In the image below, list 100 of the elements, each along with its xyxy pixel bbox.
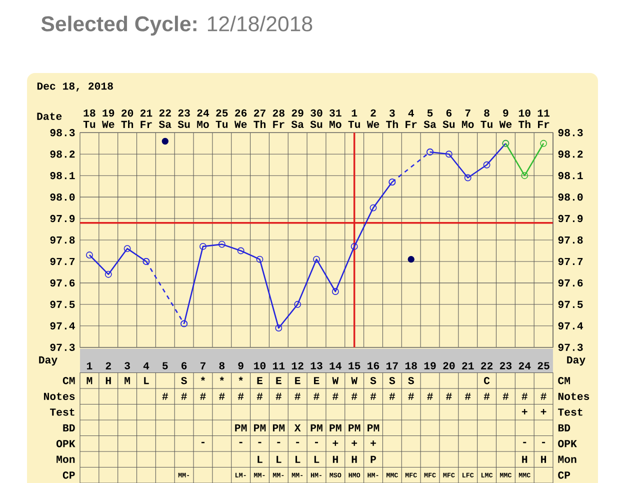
point	[86, 252, 93, 258]
text: -	[201, 442, 204, 444]
text: #	[162, 392, 168, 400]
text: #	[427, 392, 433, 400]
point	[275, 324, 282, 332]
x-tick-label: 31 Mo	[330, 109, 342, 128]
x-tick-label: 18 Tu	[83, 109, 96, 128]
y2-tick-label: 98.2	[558, 150, 583, 158]
text: PM	[310, 424, 322, 432]
point	[218, 240, 226, 248]
text: #	[294, 392, 300, 400]
text: L	[295, 456, 300, 463]
text: #	[446, 392, 452, 400]
text: M	[86, 377, 92, 384]
text: +	[352, 440, 358, 446]
x-tick-label: 26 We	[234, 109, 247, 128]
text: -	[314, 442, 318, 444]
y-tick-label: 98.2	[50, 150, 75, 158]
text: Day	[39, 356, 58, 366]
text: S	[370, 376, 376, 384]
y2-tick-label: OPK	[558, 440, 577, 448]
x-tick-label: 24	[518, 362, 531, 370]
text: M	[124, 377, 130, 384]
text: -	[542, 442, 546, 444]
y-tick-label: 97.7	[50, 258, 75, 266]
x-tick-label: 19 We	[102, 109, 114, 128]
text: #	[332, 392, 338, 400]
y-tick-label: 98.3	[50, 129, 75, 136]
text: H	[352, 456, 357, 463]
text: #	[540, 392, 546, 400]
text: *	[200, 376, 206, 381]
text: S	[181, 376, 187, 384]
y2-tick-label: 97.9	[558, 214, 583, 222]
text: E	[314, 377, 320, 384]
y-tick-label: CM	[62, 376, 75, 384]
x-tick-label: 6 Su	[442, 109, 455, 128]
text: -	[258, 442, 262, 444]
x-tick-label: 20 Th	[121, 109, 134, 128]
text: #	[389, 392, 396, 400]
y-tick-label: Mon	[56, 456, 75, 463]
text: #	[200, 392, 206, 400]
x-tick-label: 4 Fr	[406, 110, 417, 128]
x-tick-label: 17	[386, 362, 398, 370]
x-tick-label: 27 Th	[254, 109, 266, 128]
x-tick-label: 23	[500, 362, 512, 370]
point	[483, 161, 490, 168]
x-tick-label: 16	[368, 362, 380, 370]
text: *	[220, 376, 224, 381]
text: S	[389, 376, 396, 384]
x-tick-label: 12	[292, 362, 304, 370]
text: PM	[272, 424, 285, 432]
text: H	[522, 456, 528, 463]
y2-tick-label: 97.8	[558, 236, 583, 244]
x-tick-label: 7 Mo	[462, 109, 474, 128]
point	[237, 247, 244, 254]
x-tick-label: 14	[330, 362, 342, 370]
text: -	[277, 442, 280, 444]
point	[104, 270, 112, 278]
y-tick-label: 98.1	[50, 172, 75, 180]
text: PM	[235, 424, 247, 432]
text: #	[502, 392, 509, 400]
x-tick-label: 30 Su	[310, 109, 322, 128]
x-tick-label: 4	[143, 362, 150, 370]
x-tick-label: 13	[310, 362, 322, 370]
x-tick-label: 5 Sa	[424, 109, 436, 128]
x-tick-label: 24 Mo	[197, 109, 210, 128]
y2-tick-label: CP	[558, 472, 570, 479]
x-tick-label: 25 Tu	[216, 109, 228, 128]
text: *	[238, 376, 243, 381]
y2-tick-label: Notes	[558, 392, 590, 400]
y-tick-label: 98.0	[50, 193, 75, 201]
y2-tick-label: 97.4	[558, 322, 583, 330]
x-tick-label: 10	[254, 362, 266, 370]
x-tick-label: 2	[106, 362, 111, 370]
x-tick-label: 15	[348, 362, 360, 370]
y2-tick-label: 98.1	[558, 172, 583, 180]
text: PM	[368, 424, 380, 432]
text: PM	[348, 424, 360, 432]
text: H	[106, 377, 111, 384]
y-tick-label: 97.4	[50, 322, 75, 330]
text: +	[370, 440, 376, 446]
x-tick-label: 6	[182, 362, 187, 370]
chart-title: Selected Cycle: 12/18/2018	[41, 16, 312, 36]
x-tick-label: 3 Th	[386, 109, 398, 128]
text: -	[239, 442, 242, 444]
text: #	[256, 392, 263, 400]
x-tick-label: 22	[481, 362, 493, 370]
x-tick-label: 28 Fr	[272, 109, 284, 128]
text: L	[144, 377, 149, 384]
y-tick-label: CP	[62, 472, 75, 479]
text: #	[181, 392, 187, 400]
y-tick-label: 97.8	[50, 236, 75, 244]
point	[350, 242, 358, 250]
x-tick-label: 3	[124, 362, 130, 370]
point	[521, 172, 528, 180]
y-tick-label: 97.3	[50, 344, 75, 351]
y2-tick-label: 97.7	[558, 258, 583, 266]
y2-tick-label: 97.6	[558, 279, 583, 287]
text: E	[257, 377, 262, 384]
chart-subtitle: Dec 18, 2018	[37, 82, 113, 92]
